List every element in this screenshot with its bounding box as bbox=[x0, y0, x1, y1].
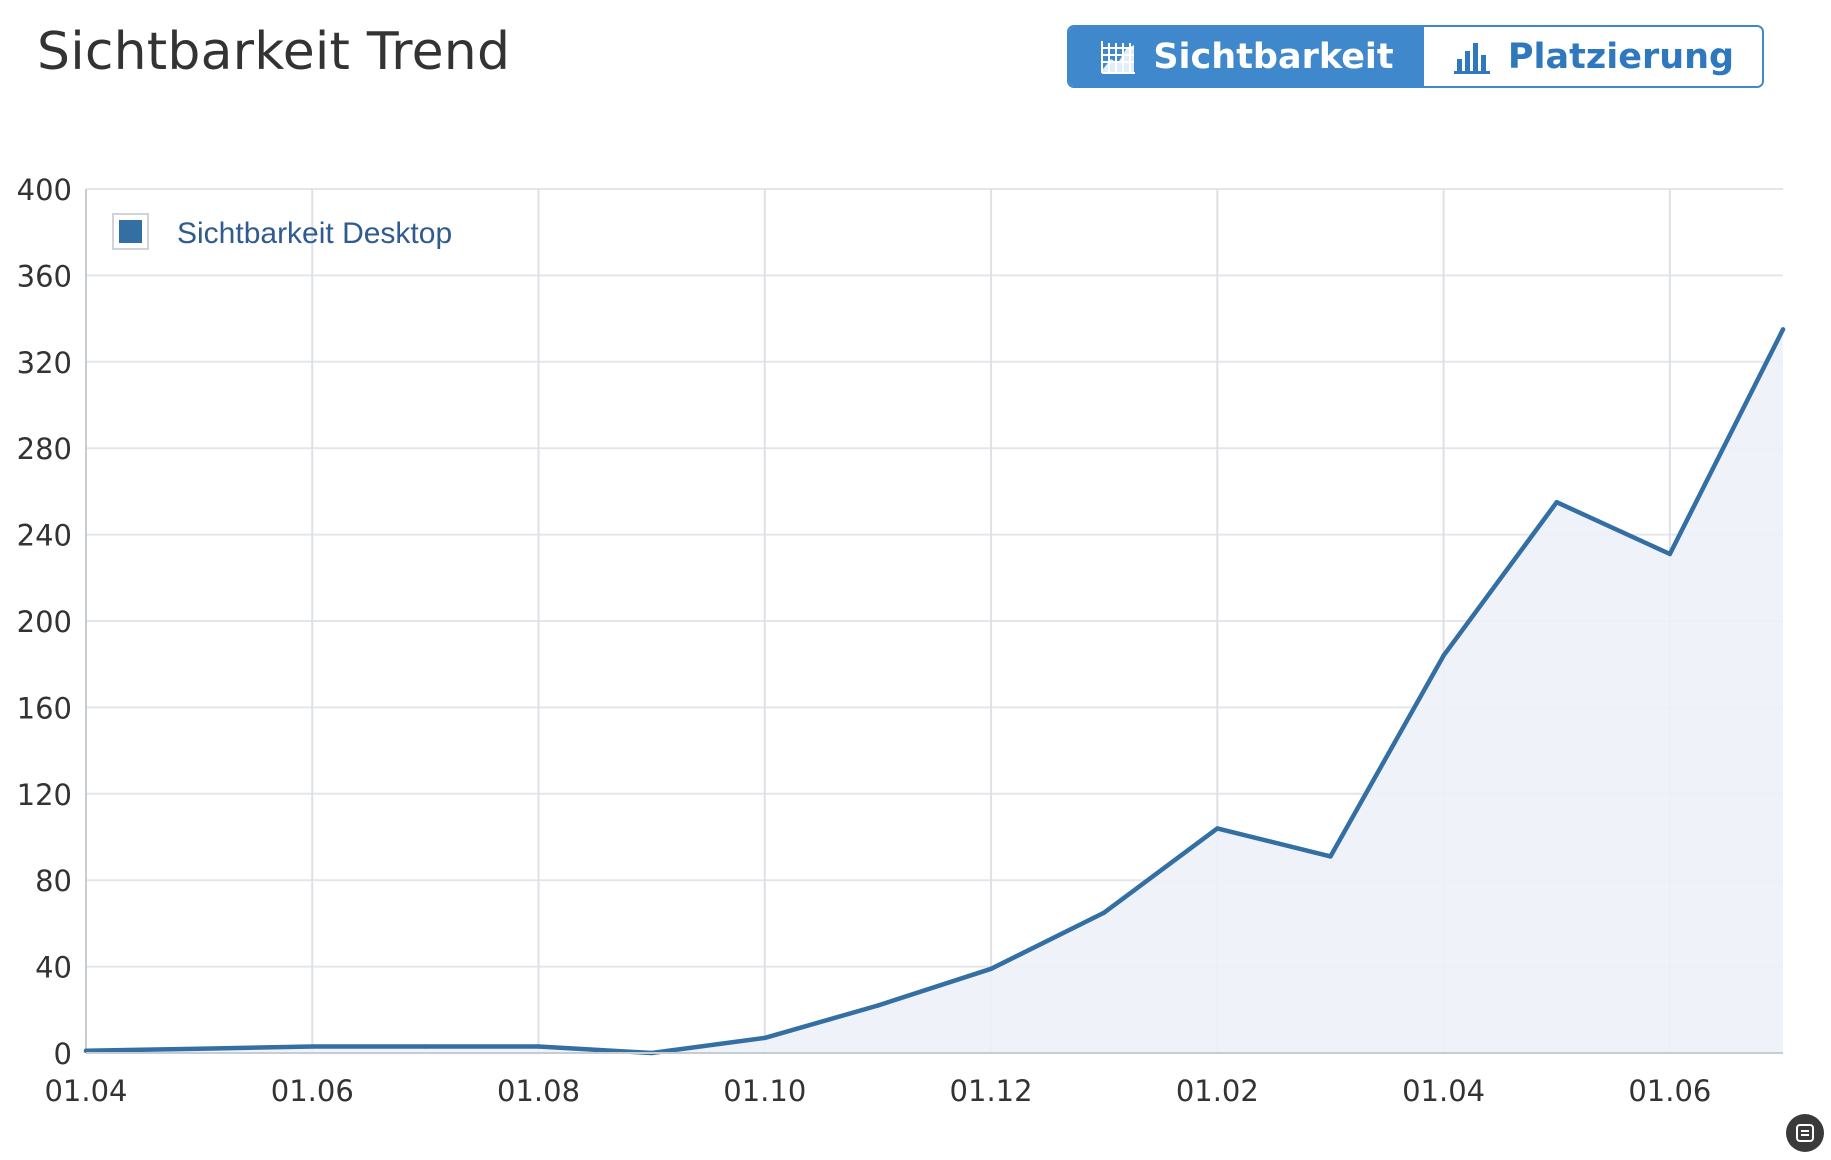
data-point bbox=[423, 1044, 428, 1049]
data-point bbox=[1667, 551, 1673, 557]
legend-label: Sichtbarkeit Desktop bbox=[177, 217, 452, 250]
data-point bbox=[1328, 854, 1333, 859]
data-point bbox=[83, 1048, 89, 1054]
x-tick-label: 01.04 bbox=[44, 1074, 127, 1108]
series-line bbox=[83, 327, 1786, 1056]
y-tick-label: 40 bbox=[35, 951, 72, 985]
y-tick-label: 360 bbox=[17, 259, 72, 293]
data-point bbox=[1441, 653, 1446, 658]
sichtbarkeit-label: Sichtbarkeit bbox=[1153, 36, 1394, 77]
data-point bbox=[1780, 327, 1786, 332]
y-tick-label: 0 bbox=[54, 1037, 72, 1071]
y-tick-label: 200 bbox=[17, 605, 72, 639]
data-point bbox=[1102, 910, 1107, 915]
y-tick-label: 160 bbox=[17, 691, 72, 725]
y-tick-label: 280 bbox=[17, 432, 72, 466]
data-point bbox=[875, 1003, 881, 1008]
series-area bbox=[86, 329, 1783, 1053]
data-point bbox=[762, 1035, 767, 1041]
page-title: Sichtbarkeit Trend bbox=[37, 22, 511, 82]
data-point bbox=[1554, 500, 1559, 505]
y-tick-label: 320 bbox=[17, 346, 72, 380]
bar-chart-icon bbox=[1453, 42, 1490, 74]
x-tick-label: 01.02 bbox=[1176, 1074, 1259, 1108]
x-tick-label: 01.06 bbox=[1628, 1074, 1711, 1108]
screen-capture-icon[interactable] bbox=[1786, 1114, 1824, 1152]
x-tick-label: 01.06 bbox=[271, 1074, 354, 1108]
y-tick-label: 400 bbox=[17, 173, 72, 207]
area-chart-icon bbox=[1101, 40, 1136, 74]
x-tick-label: 01.10 bbox=[723, 1074, 806, 1108]
data-point bbox=[988, 966, 994, 971]
x-tick-label: 01.12 bbox=[950, 1074, 1033, 1108]
chart-mode-toggle: Sichtbarkeit Platzierung bbox=[1067, 25, 1764, 88]
data-point bbox=[1215, 826, 1220, 831]
platzierung-label: Platzierung bbox=[1507, 36, 1735, 77]
legend-swatch bbox=[119, 220, 142, 243]
x-tick-label: 01.08 bbox=[497, 1074, 580, 1108]
y-tick-label: 120 bbox=[17, 778, 72, 812]
data-point bbox=[196, 1046, 202, 1051]
y-tick-label: 240 bbox=[17, 519, 72, 553]
x-tick-label: 01.04 bbox=[1402, 1074, 1485, 1108]
platzierung-tab[interactable]: Platzierung bbox=[1424, 27, 1762, 86]
data-point bbox=[310, 1044, 315, 1049]
sichtbarkeit-tab[interactable]: Sichtbarkeit bbox=[1069, 27, 1424, 86]
data-point bbox=[536, 1044, 541, 1049]
y-tick-label: 80 bbox=[35, 864, 72, 898]
